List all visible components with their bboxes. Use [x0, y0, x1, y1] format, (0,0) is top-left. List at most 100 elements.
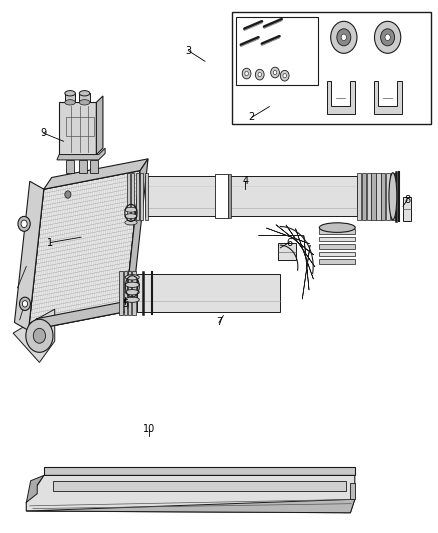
Ellipse shape	[21, 220, 27, 228]
Ellipse shape	[319, 223, 355, 232]
Polygon shape	[266, 228, 310, 244]
Polygon shape	[319, 237, 355, 241]
Polygon shape	[319, 229, 355, 234]
Polygon shape	[79, 160, 87, 173]
Polygon shape	[319, 252, 355, 256]
Polygon shape	[327, 81, 355, 114]
Polygon shape	[228, 174, 231, 218]
Text: 2: 2	[249, 112, 255, 122]
Circle shape	[374, 21, 401, 53]
Polygon shape	[28, 171, 140, 330]
Text: 1: 1	[47, 238, 53, 247]
Polygon shape	[296, 229, 314, 279]
Text: 7: 7	[216, 318, 222, 327]
Circle shape	[245, 71, 248, 76]
Text: 6: 6	[286, 238, 292, 247]
Polygon shape	[350, 483, 355, 499]
Polygon shape	[90, 160, 98, 173]
Polygon shape	[26, 475, 44, 503]
Polygon shape	[53, 481, 346, 491]
Circle shape	[258, 72, 261, 77]
Ellipse shape	[26, 319, 53, 352]
Polygon shape	[215, 174, 228, 218]
Polygon shape	[371, 173, 376, 220]
Polygon shape	[140, 173, 143, 220]
Polygon shape	[374, 81, 402, 114]
Bar	[236, 17, 318, 85]
Polygon shape	[357, 173, 361, 220]
Polygon shape	[127, 173, 130, 220]
Polygon shape	[322, 227, 353, 229]
Circle shape	[337, 29, 351, 46]
Polygon shape	[145, 173, 148, 220]
Polygon shape	[28, 300, 133, 330]
Circle shape	[331, 21, 357, 53]
Polygon shape	[302, 245, 310, 299]
Polygon shape	[145, 176, 357, 216]
Ellipse shape	[65, 100, 75, 105]
Polygon shape	[131, 173, 134, 220]
Ellipse shape	[33, 328, 46, 343]
Ellipse shape	[389, 173, 397, 220]
Polygon shape	[124, 271, 127, 315]
Polygon shape	[132, 271, 136, 315]
Circle shape	[341, 34, 346, 41]
Text: 9: 9	[41, 128, 47, 138]
Bar	[232, 12, 431, 124]
Circle shape	[242, 68, 251, 79]
Ellipse shape	[125, 207, 137, 212]
Polygon shape	[66, 160, 74, 173]
Circle shape	[273, 70, 277, 75]
Text: 8: 8	[404, 195, 410, 205]
Ellipse shape	[125, 220, 137, 225]
Polygon shape	[391, 173, 395, 220]
Circle shape	[255, 69, 264, 80]
Polygon shape	[319, 244, 355, 249]
Polygon shape	[136, 173, 139, 220]
Polygon shape	[125, 159, 148, 312]
Text: 10: 10	[143, 424, 155, 434]
Polygon shape	[14, 181, 44, 330]
Circle shape	[271, 67, 279, 78]
Polygon shape	[65, 93, 75, 102]
Polygon shape	[381, 173, 385, 220]
Circle shape	[65, 191, 71, 198]
Polygon shape	[44, 159, 148, 189]
Ellipse shape	[125, 214, 137, 219]
Polygon shape	[386, 173, 390, 220]
Ellipse shape	[19, 297, 31, 310]
Ellipse shape	[125, 274, 139, 280]
Ellipse shape	[79, 100, 90, 105]
Polygon shape	[79, 93, 90, 102]
Polygon shape	[44, 467, 355, 475]
Polygon shape	[304, 236, 309, 290]
Ellipse shape	[125, 297, 139, 302]
Ellipse shape	[79, 91, 90, 96]
Polygon shape	[362, 173, 366, 220]
Polygon shape	[59, 102, 96, 155]
Circle shape	[385, 34, 390, 41]
Polygon shape	[119, 271, 123, 315]
Text: 4: 4	[242, 176, 248, 186]
Circle shape	[381, 29, 395, 46]
Polygon shape	[403, 197, 411, 221]
Polygon shape	[13, 309, 55, 362]
Circle shape	[283, 74, 286, 78]
Polygon shape	[137, 274, 280, 312]
Polygon shape	[26, 499, 355, 513]
Polygon shape	[57, 148, 105, 160]
Polygon shape	[278, 243, 296, 260]
Text: 5: 5	[122, 299, 128, 309]
Polygon shape	[367, 173, 371, 220]
Polygon shape	[376, 173, 381, 220]
Ellipse shape	[125, 289, 139, 295]
Polygon shape	[286, 225, 315, 267]
Ellipse shape	[125, 282, 139, 287]
Polygon shape	[128, 271, 131, 315]
Text: 3: 3	[185, 46, 191, 55]
Ellipse shape	[65, 91, 75, 96]
Polygon shape	[26, 475, 355, 513]
Polygon shape	[319, 259, 355, 264]
Ellipse shape	[22, 301, 28, 307]
Circle shape	[280, 70, 289, 81]
